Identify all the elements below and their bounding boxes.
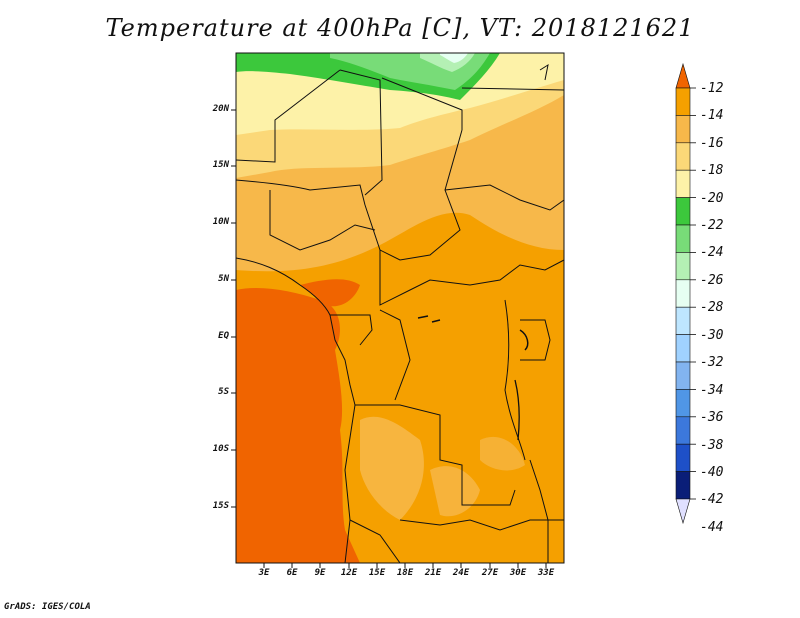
- colorbar-swatch: [675, 389, 691, 418]
- colorbar-swatch: [675, 252, 691, 281]
- lat-label: 5S: [218, 387, 229, 397]
- colorbar-label: -24: [700, 245, 724, 260]
- colorbar-label: -30: [700, 328, 724, 343]
- lat-label: 15S: [212, 501, 229, 511]
- colorbar-label: -12: [700, 81, 724, 96]
- lat-label: 15N: [212, 160, 229, 170]
- colorbar-swatch: [675, 361, 691, 390]
- lon-label: 18E: [396, 568, 414, 578]
- country-borders: [236, 63, 564, 563]
- lon-ticks: [263, 563, 547, 568]
- colorbar-label: -40: [700, 465, 724, 480]
- lat-label: 10N: [212, 217, 229, 227]
- colorbar-top-triangle: [675, 62, 691, 89]
- colorbar-swatch: [675, 306, 691, 335]
- colorbar-label: -16: [700, 136, 724, 151]
- colorbar-swatch: [675, 142, 691, 171]
- grads-credit: GrADS: IGES/COLA: [4, 602, 91, 612]
- lon-label: 3E: [258, 568, 270, 578]
- lon-label: 24E: [452, 568, 470, 578]
- colorbar-swatch: [675, 334, 691, 363]
- lon-label: 27E: [481, 568, 499, 578]
- lat-label: 20N: [212, 104, 229, 114]
- colorbar-label: -36: [700, 410, 724, 425]
- lon-label: 9E: [314, 568, 326, 578]
- colorbar-label: -34: [700, 383, 724, 398]
- lon-label: 21E: [424, 568, 442, 578]
- lon-label: 12E: [340, 568, 358, 578]
- colorbar-swatch: [675, 279, 691, 308]
- colorbar-swatch: [675, 443, 691, 472]
- colorbar-label: -38: [700, 438, 724, 453]
- lon-label: 30E: [509, 568, 527, 578]
- colorbar-label: -14: [700, 108, 724, 123]
- colorbar-swatch: [675, 224, 691, 253]
- colorbar-swatch: [675, 87, 691, 116]
- colorbar-label: -28: [700, 300, 724, 315]
- lon-label: 33E: [537, 568, 555, 578]
- colorbar-label: -32: [700, 355, 724, 370]
- colorbar-label: -44: [700, 520, 724, 535]
- colorbar-label: -26: [700, 273, 724, 288]
- colorbar-swatch: [675, 471, 691, 500]
- lat-label: 5N: [218, 274, 229, 284]
- colorbar-swatch: [675, 416, 691, 445]
- lat-ticks: [231, 109, 236, 508]
- colorbar: [675, 62, 696, 525]
- temperature-field: [236, 53, 564, 563]
- colorbar-label: -18: [700, 163, 724, 178]
- colorbar-label: -20: [700, 191, 724, 206]
- colorbar-label: -42: [700, 492, 724, 507]
- colorbar-swatch: [675, 169, 691, 198]
- lat-label: 10S: [212, 444, 229, 454]
- chart-title: Temperature at 400hPa [C], VT: 201812162…: [105, 14, 695, 42]
- colorbar-swatch: [675, 115, 691, 144]
- colorbar-bottom-triangle: [675, 498, 691, 525]
- lon-label: 6E: [286, 568, 298, 578]
- lat-label: EQ: [218, 331, 229, 341]
- colorbar-swatch: [675, 197, 691, 226]
- map-frame: [235, 52, 565, 564]
- lon-label: 15E: [368, 568, 386, 578]
- colorbar-label: -22: [700, 218, 724, 233]
